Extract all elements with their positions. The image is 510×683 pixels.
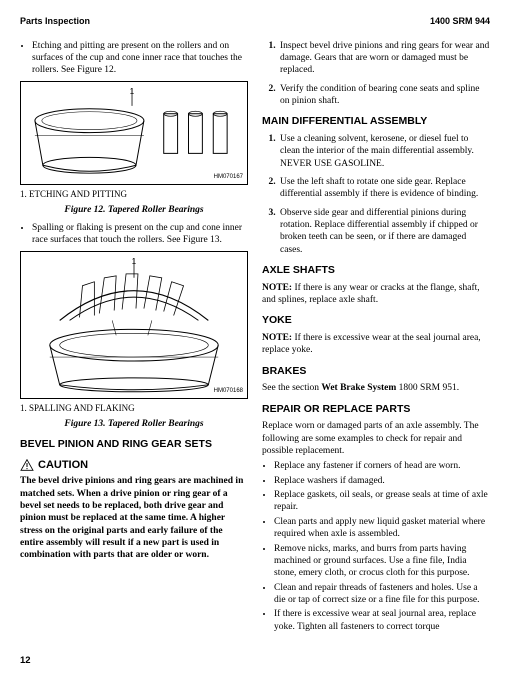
note-yoke: NOTE: If there is excessive wear at the …	[262, 332, 490, 357]
brakes-text-c: 1800 SRM 951.	[396, 383, 459, 393]
list-item: Replace any fastener if corners of head …	[274, 460, 490, 472]
header-right: 1400 SRM 944	[430, 16, 490, 28]
brakes-text-a: See the section	[262, 383, 321, 393]
figure-13-code: HM070168	[214, 388, 243, 396]
figure-13-svg: 1	[25, 256, 243, 395]
section-yoke: YOKE	[262, 314, 490, 328]
figure-13: 1 HM070168	[20, 251, 248, 400]
figure-12-code: HM070167	[214, 174, 243, 182]
page-number: 12	[20, 655, 490, 667]
figure-13-caption: Figure 13. Tapered Roller Bearings	[20, 418, 248, 430]
list-item: Observe side gear and differential pinio…	[278, 207, 490, 256]
caution-text: CAUTION	[38, 458, 88, 472]
note-label: NOTE:	[262, 283, 292, 293]
numbered-list-1: Inspect bevel drive pinions and ring gea…	[262, 40, 490, 108]
left-column: Etching and pitting are present on the r…	[20, 40, 248, 637]
caution-body: The bevel drive pinions and ring gears a…	[20, 475, 248, 561]
section-bevel-pinion: BEVEL PINION AND RING GEAR SETS	[20, 438, 248, 452]
list-item: Use the left shaft to rotate one side ge…	[278, 176, 490, 201]
svg-text:1: 1	[130, 87, 135, 96]
section-repair: REPAIR OR REPLACE PARTS	[262, 403, 490, 417]
note-axle: NOTE: If there is any wear or cracks at …	[262, 282, 490, 307]
figure-12-label: 1. ETCHING AND PITTING	[20, 189, 248, 201]
list-item: Inspect bevel drive pinions and ring gea…	[278, 40, 490, 77]
list-item: Clean and repair threads of fasteners an…	[274, 582, 490, 607]
section-main-differential: MAIN DIFFERENTIAL ASSEMBLY	[262, 115, 490, 129]
bullet-item: Etching and pitting are present on the r…	[32, 40, 248, 77]
header-left: Parts Inspection	[20, 16, 90, 28]
figure-12-caption: Figure 12. Tapered Roller Bearings	[20, 204, 248, 216]
section-axle-shafts: AXLE SHAFTS	[262, 264, 490, 278]
bullet-list-1: Etching and pitting are present on the r…	[20, 40, 248, 77]
brakes-text-b: Wet Brake System	[321, 383, 396, 393]
figure-12: 1 HM070167	[20, 81, 248, 185]
section-brakes: BRAKES	[262, 365, 490, 379]
right-column: Inspect bevel drive pinions and ring gea…	[262, 40, 490, 637]
list-item: Remove nicks, marks, and burrs from part…	[274, 543, 490, 580]
list-item: Replace gaskets, oil seals, or grease se…	[274, 489, 490, 514]
brakes-body: See the section Wet Brake System 1800 SR…	[262, 382, 490, 394]
numbered-list-2: Use a cleaning solvent, kerosene, or die…	[262, 133, 490, 256]
list-item: If there is excessive wear at seal journ…	[274, 608, 490, 633]
caution-heading: CAUTION	[20, 458, 248, 472]
repair-list: Replace any fastener if corners of head …	[262, 460, 490, 632]
note-body: If there is any wear or cracks at the fl…	[262, 283, 480, 305]
bullet-list-2: Spalling or flaking is present on the cu…	[20, 222, 248, 247]
repair-intro: Replace worn or damaged parts of an axle…	[262, 420, 490, 457]
list-item: Replace washers if damaged.	[274, 475, 490, 487]
figure-12-svg: 1	[25, 86, 243, 180]
figure-13-label: 1. SPALLING AND FLAKING	[20, 403, 248, 415]
content-columns: Etching and pitting are present on the r…	[20, 40, 490, 637]
note-label: NOTE:	[262, 333, 292, 343]
note-body: If there is excessive wear at the seal j…	[262, 333, 481, 355]
warning-icon	[20, 459, 34, 471]
svg-text:1: 1	[132, 256, 137, 265]
list-item: Verify the condition of bearing cone sea…	[278, 83, 490, 108]
list-item: Clean parts and apply new liquid gasket …	[274, 516, 490, 541]
bullet-item: Spalling or flaking is present on the cu…	[32, 222, 248, 247]
list-item: Use a cleaning solvent, kerosene, or die…	[278, 133, 490, 170]
page-header: Parts Inspection 1400 SRM 944	[20, 16, 490, 28]
